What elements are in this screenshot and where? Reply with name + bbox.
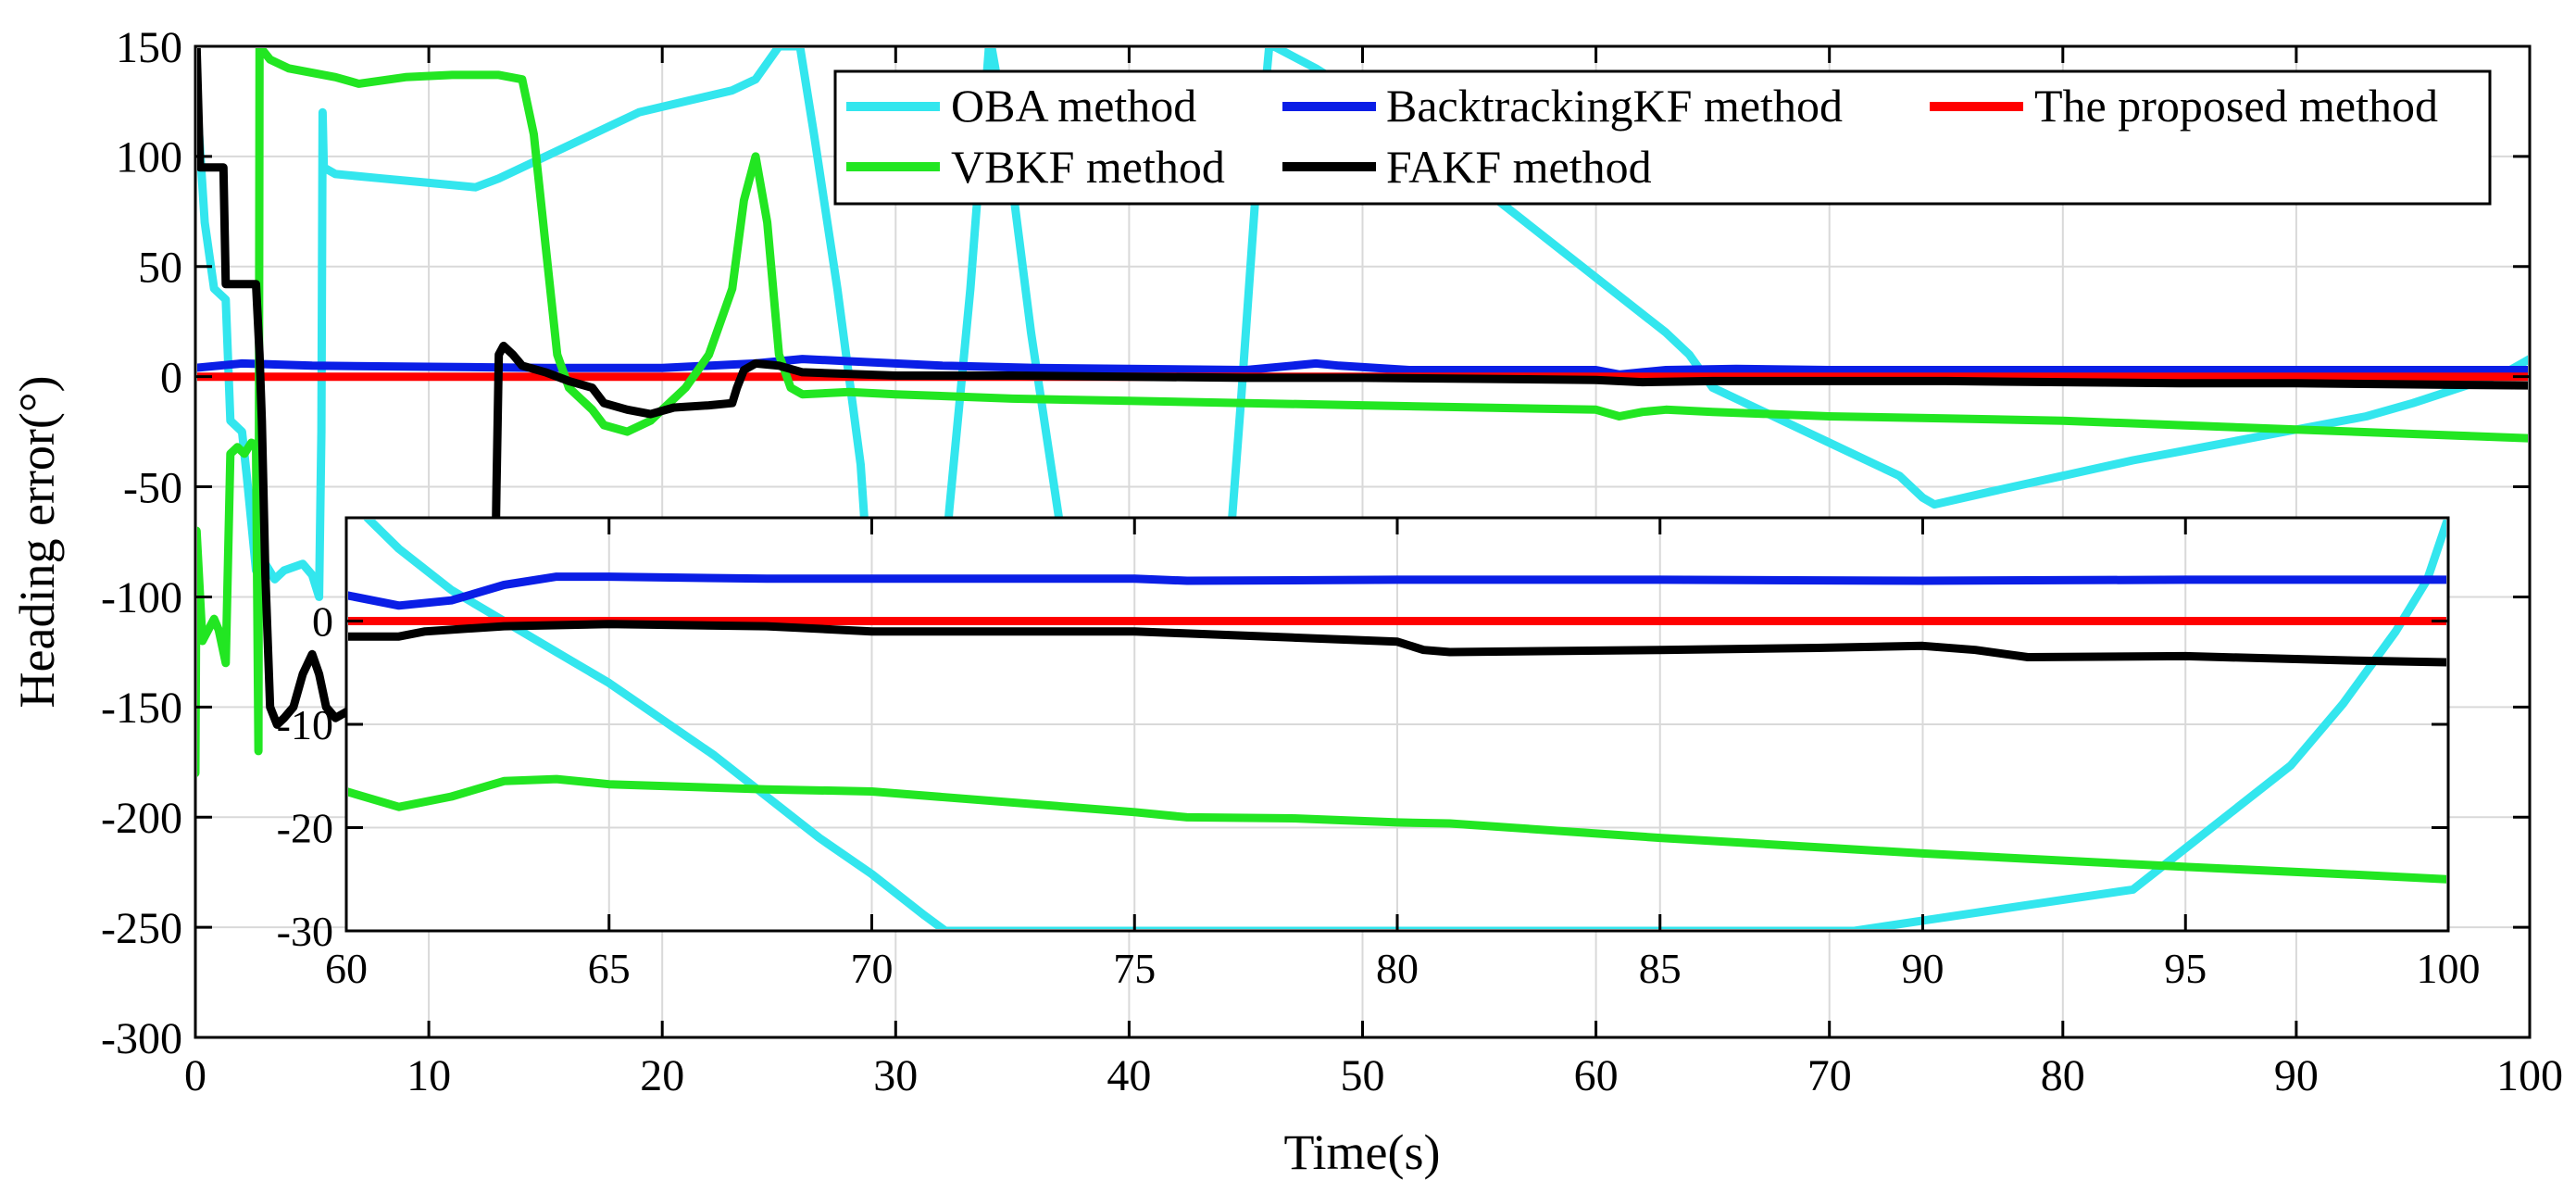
main-y-tick-labels: 150 100 50 0 -50 -100 -150 -200 -250 -300: [101, 23, 182, 1063]
inset-x-tick-labels: 60 65 70 75 80 85 90 95 100: [325, 945, 2481, 992]
main-y-tick-label: 100: [116, 133, 182, 182]
legend-label-backtrackingkf: BacktrackingKF method: [1386, 80, 1843, 132]
main-y-tick-label: -300: [101, 1014, 182, 1063]
main-y-tick-label: 0: [160, 353, 182, 402]
main-x-tick-label: 40: [1107, 1051, 1151, 1100]
main-y-tick-label: 150: [116, 23, 182, 72]
main-x-tick-label: 60: [1574, 1051, 1619, 1100]
inset-x-tick-label: 75: [1113, 945, 1156, 992]
inset-ticks: [344, 518, 2450, 933]
inset-x-tick-label: 60: [325, 945, 368, 992]
inset-x-tick-label: 90: [1902, 945, 1945, 992]
inset-series-vbkf-method: [348, 774, 2446, 884]
legend-entry-vbkf: VBKF method: [846, 141, 1225, 193]
main-series-lines: [197, 48, 2528, 777]
main-series-oba-method: [197, 48, 2528, 711]
inset-series-fakf-method: [348, 620, 2446, 667]
main-y-tick-label: -250: [101, 904, 182, 953]
inset-y-tick-label: -30: [277, 908, 333, 955]
legend-entry-proposed: The proposed method: [1930, 80, 2438, 132]
main-series-backtrackingkf-method: [197, 355, 2528, 379]
inset-y-tick-label: -20: [277, 805, 333, 852]
main-y-tick-label: -100: [101, 573, 182, 622]
main-x-tick-label: 50: [1341, 1051, 1385, 1100]
legend-entry-oba: OBA method: [846, 80, 1196, 132]
x-axis-label: Time(s): [1283, 1124, 1440, 1180]
inset-plot: 60 65 70 75 80 85 90 95 100 0 -10 -20 -30: [277, 516, 2481, 992]
main-y-tick-label: 50: [138, 244, 182, 293]
main-y-tick-label: -200: [101, 794, 182, 843]
y-axis-label: Heading error(°): [9, 376, 65, 709]
legend-label-proposed: The proposed method: [2034, 80, 2438, 132]
inset-y-tick-label: 0: [312, 598, 333, 646]
main-x-tick-label: 0: [184, 1051, 206, 1100]
main-y-tick-label: -50: [123, 463, 182, 512]
main-x-tick-label: 80: [2041, 1051, 2085, 1100]
inset-x-tick-label: 85: [1639, 945, 1682, 992]
inset-x-tick-label: 100: [2417, 945, 2481, 992]
main-series-fakf-method: [197, 48, 2528, 729]
inset-series-lines: [348, 520, 2446, 929]
main-ticks: [194, 44, 2532, 1039]
legend-box: [833, 69, 2492, 206]
inset-x-tick-label: 80: [1376, 945, 1419, 992]
legend: OBA method BacktrackingKF method The pro…: [833, 69, 2492, 206]
main-y-tick-label: -150: [101, 684, 182, 733]
main-x-tick-label: 70: [1807, 1051, 1852, 1100]
main-x-tick-label: 100: [2496, 1051, 2563, 1100]
inset-x-tick-label: 65: [588, 945, 631, 992]
legend-entry-fakf: FAKF method: [1282, 141, 1652, 193]
main-x-tick-label: 90: [2274, 1051, 2319, 1100]
legend-label-vbkf: VBKF method: [951, 141, 1225, 193]
main-series-vbkf-method: [197, 48, 2528, 777]
inset-x-tick-label: 70: [851, 945, 894, 992]
legend-entry-backtrackingkf: BacktrackingKF method: [1282, 80, 1843, 132]
main-x-tick-label: 20: [640, 1051, 684, 1100]
main-x-tick-label: 30: [873, 1051, 918, 1100]
main-x-tick-labels: 0 10 20 30 40 50 60 70 80 90 100: [184, 1051, 2563, 1100]
inset-series-oba-method: [363, 520, 2446, 929]
legend-label-fakf: FAKF method: [1386, 141, 1652, 193]
inset-y-tick-label: -10: [277, 701, 333, 748]
inset-y-tick-labels: 0 -10 -20 -30: [277, 598, 333, 956]
main-x-tick-label: 10: [406, 1051, 451, 1100]
inset-series-backtrackingkf-method: [348, 572, 2446, 610]
inset-x-tick-label: 95: [2164, 945, 2207, 992]
legend-label-oba: OBA method: [951, 80, 1196, 132]
